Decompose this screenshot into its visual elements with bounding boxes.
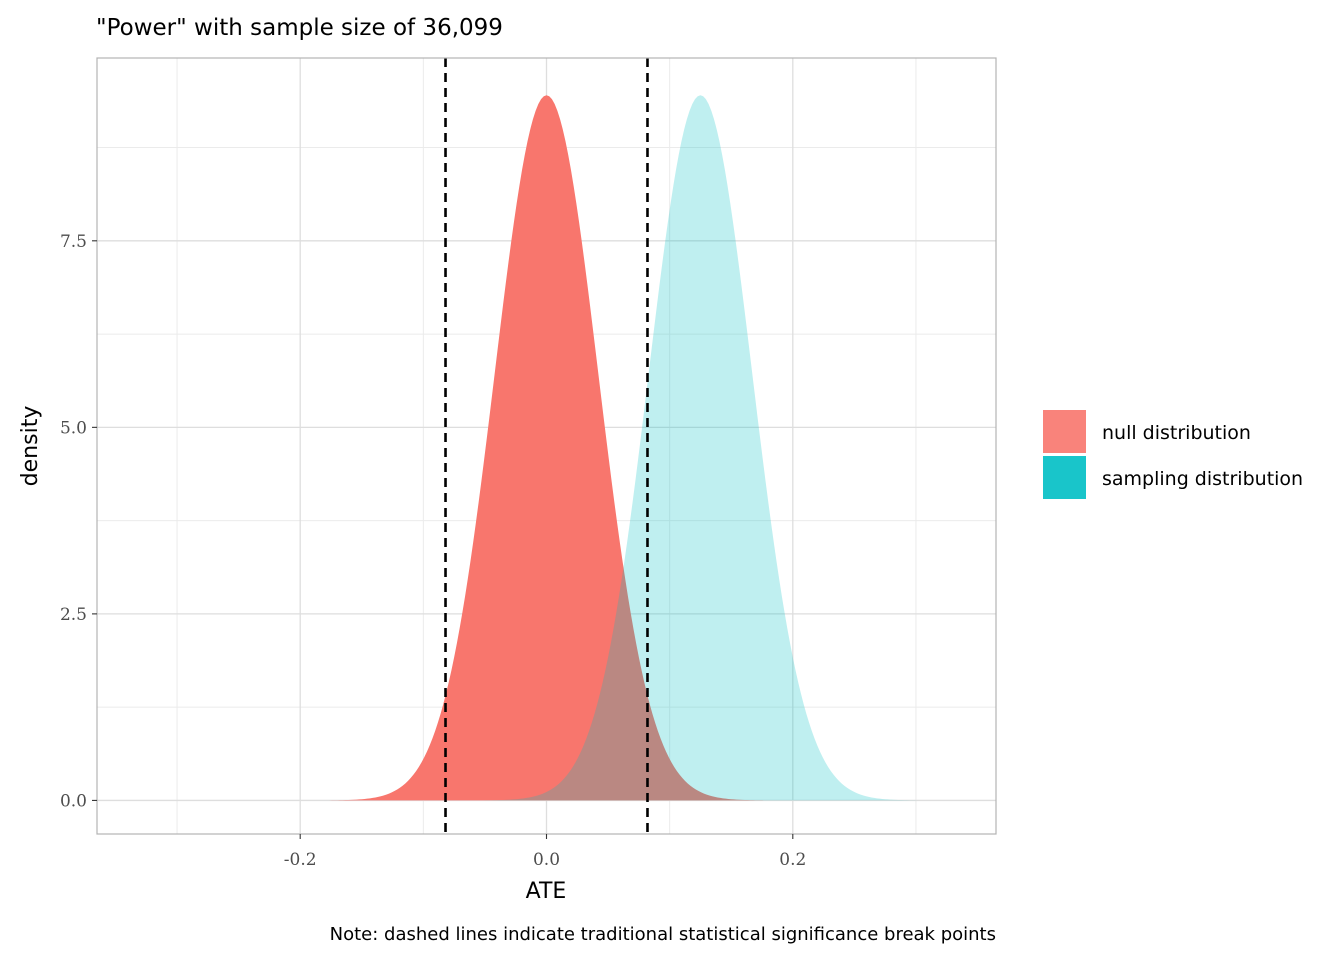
- chart-title: "Power" with sample size of 36,099: [96, 15, 503, 41]
- x-tick-label: 0.0: [533, 850, 560, 870]
- x-tick-label: -0.2: [284, 850, 317, 870]
- legend-key-1: [1043, 410, 1086, 453]
- y-tick-label: 5.0: [60, 418, 87, 438]
- x-axis-title: ATE: [526, 879, 567, 904]
- significance-lines: [444, 58, 649, 834]
- legend: null distribution sampling distribution: [1043, 410, 1303, 499]
- density-areas: [329, 95, 918, 801]
- y-tick-label: 7.5: [60, 232, 87, 252]
- x-tick-label: 0.2: [779, 850, 806, 870]
- legend-label-2: sampling distribution: [1102, 468, 1303, 490]
- legend-label-1: null distribution: [1102, 422, 1251, 444]
- density-area-sampling: [483, 95, 918, 801]
- y-tick-label: 0.0: [60, 791, 87, 811]
- chart-caption: Note: dashed lines indicate traditional …: [330, 924, 996, 945]
- y-axis-title: density: [18, 406, 43, 487]
- y-axis: 0.0 2.5 5.0 7.5: [60, 232, 97, 811]
- y-tick-label: 2.5: [60, 605, 87, 625]
- x-axis: -0.2 0.0 0.2: [284, 834, 806, 870]
- legend-key-2: [1043, 456, 1086, 499]
- density-area-null: [329, 95, 764, 801]
